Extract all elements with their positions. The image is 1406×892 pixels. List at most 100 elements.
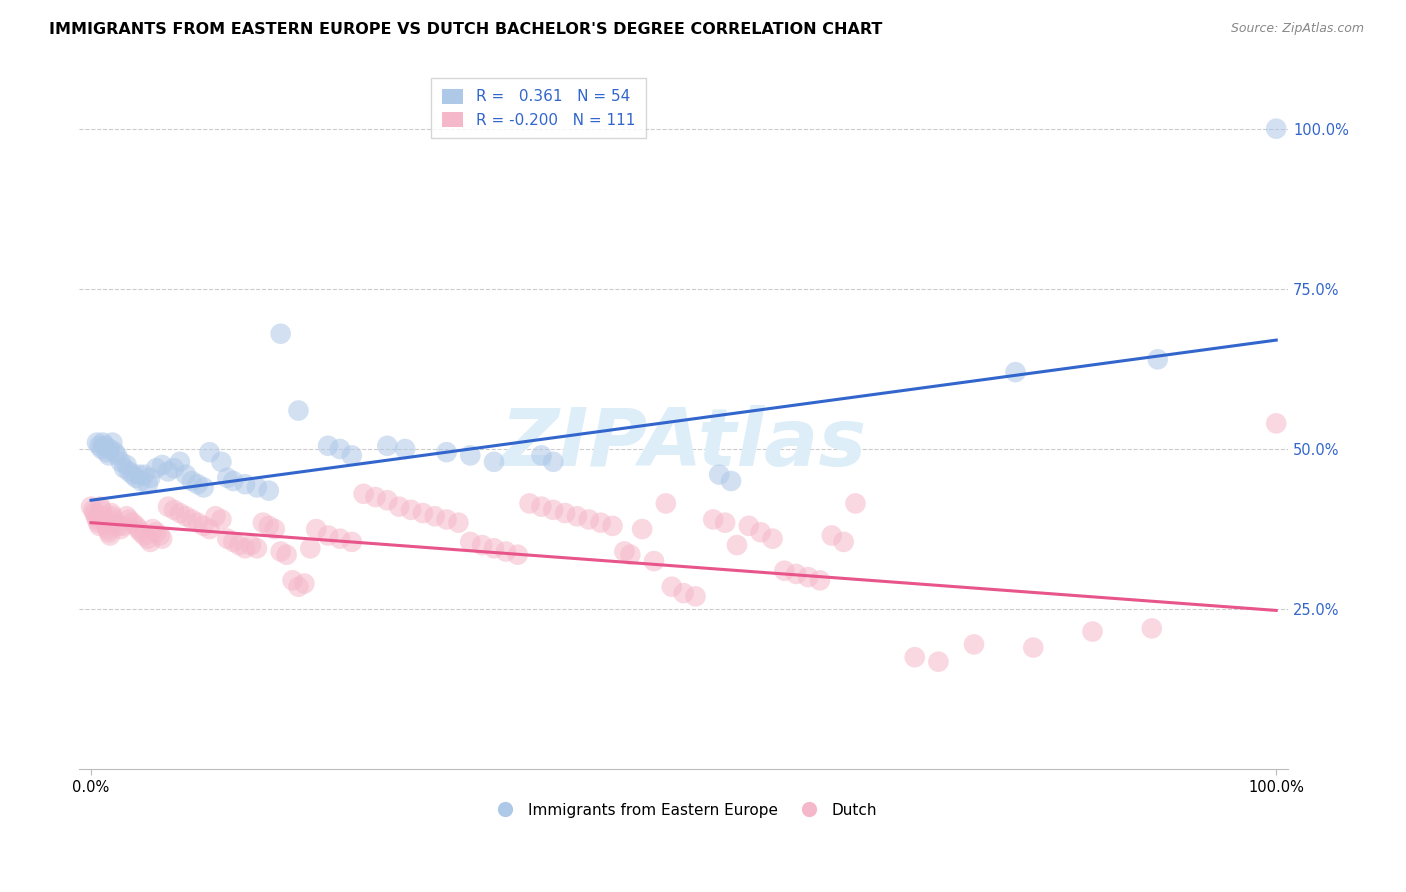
Point <box>797 570 820 584</box>
Point <box>97 449 120 463</box>
Point <box>222 474 245 488</box>
Point <box>471 538 494 552</box>
Point <box>222 534 245 549</box>
Point <box>169 506 191 520</box>
Point <box>602 519 624 533</box>
Point <box>83 506 105 520</box>
Point <box>142 522 165 536</box>
Point <box>98 442 121 456</box>
Point <box>482 455 505 469</box>
Point <box>163 461 186 475</box>
Point <box>631 522 654 536</box>
Point <box>447 516 470 530</box>
Point <box>299 541 322 556</box>
Point <box>257 483 280 498</box>
Point <box>506 548 529 562</box>
Point <box>1081 624 1104 639</box>
Point <box>821 528 844 542</box>
Point <box>129 474 152 488</box>
Point <box>436 512 458 526</box>
Point <box>353 487 375 501</box>
Point <box>103 512 125 526</box>
Point <box>702 512 724 526</box>
Point <box>233 541 256 556</box>
Point <box>375 493 398 508</box>
Point <box>145 461 167 475</box>
Point <box>543 503 565 517</box>
Point <box>619 548 641 562</box>
Point <box>87 516 110 530</box>
Point <box>118 464 141 478</box>
Point <box>287 580 309 594</box>
Point <box>773 564 796 578</box>
Point <box>112 519 135 533</box>
Text: IMMIGRANTS FROM EASTERN EUROPE VS DUTCH BACHELOR'S DEGREE CORRELATION CHART: IMMIGRANTS FROM EASTERN EUROPE VS DUTCH … <box>49 22 883 37</box>
Point <box>340 534 363 549</box>
Point <box>82 503 104 517</box>
Point <box>193 480 215 494</box>
Point <box>90 442 112 456</box>
Point <box>163 503 186 517</box>
Point <box>86 435 108 450</box>
Point <box>589 516 612 530</box>
Point <box>129 525 152 540</box>
Point <box>80 500 103 514</box>
Point <box>329 442 352 456</box>
Point <box>204 509 226 524</box>
Point <box>578 512 600 526</box>
Point <box>720 474 742 488</box>
Point <box>121 516 143 530</box>
Point <box>240 538 263 552</box>
Point <box>193 519 215 533</box>
Point <box>495 544 517 558</box>
Point <box>100 506 122 520</box>
Point <box>187 516 209 530</box>
Point <box>458 534 481 549</box>
Point <box>458 449 481 463</box>
Point <box>761 532 783 546</box>
Point <box>90 503 112 517</box>
Point <box>530 500 553 514</box>
Point <box>423 509 446 524</box>
Point <box>101 435 124 450</box>
Point <box>281 574 304 588</box>
Point <box>97 522 120 536</box>
Point <box>105 519 128 533</box>
Point <box>110 455 132 469</box>
Point <box>180 474 202 488</box>
Point <box>554 506 576 520</box>
Point <box>1146 352 1168 367</box>
Point <box>643 554 665 568</box>
Point <box>157 500 180 514</box>
Point <box>714 516 737 530</box>
Point <box>257 519 280 533</box>
Point <box>565 509 588 524</box>
Point <box>89 500 111 514</box>
Point <box>246 541 269 556</box>
Point <box>174 509 197 524</box>
Point <box>364 490 387 504</box>
Point <box>394 442 416 456</box>
Point <box>139 471 162 485</box>
Point <box>305 522 328 536</box>
Point <box>180 512 202 526</box>
Point <box>96 519 118 533</box>
Point <box>246 480 269 494</box>
Point <box>136 477 159 491</box>
Point <box>738 519 761 533</box>
Point <box>287 403 309 417</box>
Point <box>725 538 748 552</box>
Point <box>217 532 239 546</box>
Point <box>252 516 274 530</box>
Point <box>127 467 149 482</box>
Point <box>1140 621 1163 635</box>
Point <box>685 590 707 604</box>
Point <box>121 467 143 482</box>
Point <box>84 509 107 524</box>
Point <box>749 525 772 540</box>
Point <box>709 467 731 482</box>
Point <box>329 532 352 546</box>
Point <box>316 528 339 542</box>
Point <box>94 439 117 453</box>
Point <box>169 455 191 469</box>
